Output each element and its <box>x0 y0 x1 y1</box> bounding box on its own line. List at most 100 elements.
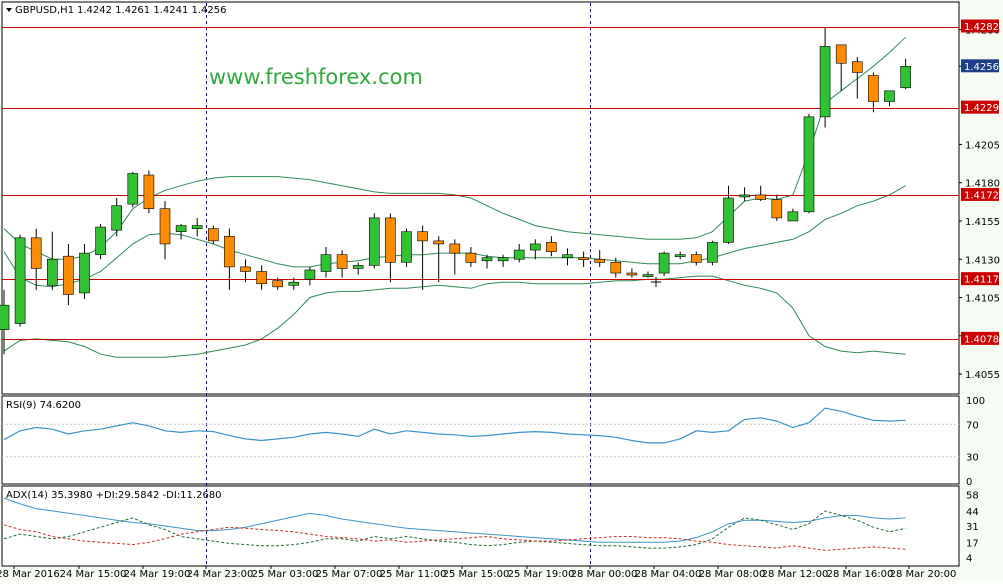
time-tick-label: 28 Mar 12:00 <box>762 569 829 580</box>
rsi-tick-label: 30 <box>966 453 979 464</box>
bullish-candle-body <box>723 197 734 243</box>
candle <box>111 198 122 237</box>
dropdown-triangle-icon[interactable] <box>6 8 12 12</box>
time-tick-label: 24 Mar 15:00 <box>60 569 127 580</box>
price-tick-label: 1.4105 <box>965 294 1000 305</box>
bearish-candle-body <box>433 240 445 245</box>
candle <box>449 239 461 275</box>
time-tick-label: 25 Mar 07:00 <box>316 569 383 580</box>
candle <box>868 72 879 113</box>
candle <box>127 171 139 208</box>
time-tick-label: 25 Mar 03:00 <box>252 569 319 580</box>
adx-tick-label: 31 <box>966 522 979 533</box>
bullish-candle-body <box>884 90 895 102</box>
candle <box>79 243 90 300</box>
candle <box>819 28 831 128</box>
bullish-candle-body <box>14 237 26 324</box>
bullish-candle-body <box>481 257 493 262</box>
candle <box>594 250 606 267</box>
bearish-candle-body <box>30 237 42 269</box>
bearish-candle-body <box>208 228 219 242</box>
candle <box>208 225 219 244</box>
candle <box>755 185 767 202</box>
bearish-candle-body <box>240 266 251 272</box>
candle <box>642 271 654 278</box>
candle <box>320 247 332 278</box>
bearish-candle-body <box>417 231 428 242</box>
time-tick-label: 28 Mar 2016 <box>0 569 60 580</box>
candle <box>546 236 557 257</box>
bullish-candle-body <box>803 116 815 213</box>
bullish-candle-body <box>658 252 670 274</box>
level-price-tag-label: 1.4172 <box>964 190 999 201</box>
price-axis: 1.40551.40801.41051.41301.41551.41801.42… <box>959 19 1000 564</box>
candle <box>288 277 300 290</box>
candle <box>707 240 718 266</box>
bullish-candle-body <box>79 252 90 294</box>
candle <box>401 228 412 267</box>
candle <box>497 254 509 267</box>
candle <box>787 208 799 222</box>
bearish-candle-body <box>143 174 155 210</box>
bullish-candle-body <box>95 226 106 255</box>
bullish-candle-body <box>642 274 654 277</box>
current-price-tag <box>961 59 999 73</box>
bullish-candle-body <box>127 173 139 205</box>
price-tick-label: 1.4055 <box>965 370 1000 381</box>
adx-tick-label: 17 <box>966 538 979 549</box>
bullish-candle-body <box>819 46 831 118</box>
rsi-tick-label: 70 <box>966 420 979 431</box>
bearish-candle-body <box>63 255 74 295</box>
candle <box>562 248 573 266</box>
ohlc-header: 1.4242 1.4261 1.4241 1.4256 <box>77 5 227 16</box>
level-price-tag <box>961 272 999 286</box>
watermark-text: www.freshforex.com <box>209 65 423 89</box>
bearish-candle-body <box>626 272 638 276</box>
bearish-candle-body <box>272 280 284 288</box>
bearish-candle-body <box>256 271 267 285</box>
candle <box>690 251 702 266</box>
price-tick-label: 1.4130 <box>965 255 1000 266</box>
candle <box>272 277 284 290</box>
candle <box>175 224 187 240</box>
bullish-candle-body <box>497 257 509 262</box>
time-tick-label: 28 Mar 16:00 <box>827 569 894 580</box>
time-tick-label: 25 Mar 15:00 <box>443 569 510 580</box>
level-price-tag-label: 1.4282 <box>964 22 999 33</box>
bearish-candle-body <box>835 44 847 64</box>
bullish-candle-body <box>288 281 300 286</box>
bearish-candle-body <box>771 199 783 219</box>
bearish-candle-body <box>610 262 622 274</box>
level-price-tag-label: 1.4078 <box>964 334 999 345</box>
adx-label: ADX(14) 35.3980 +DI:29.5842 -DI:11.2680 <box>6 490 222 501</box>
bullish-candle-body <box>368 217 380 266</box>
support-resistance-levels <box>2 27 959 340</box>
rsi-indicator <box>2 407 959 458</box>
bullish-candle-body <box>401 231 412 263</box>
candle <box>256 265 267 290</box>
candle <box>626 268 638 278</box>
candle <box>851 57 863 99</box>
current-price-tag-label: 1.4256 <box>964 62 999 73</box>
bullish-candle-body <box>175 225 187 232</box>
candles <box>0 28 911 355</box>
bearish-candle-body <box>449 243 461 254</box>
bullish-candle-body <box>674 254 686 257</box>
bullish-candle-body <box>787 211 799 222</box>
candle <box>0 289 10 355</box>
candle <box>352 262 364 275</box>
bullish-candle-body <box>900 66 911 89</box>
price-tick-label: 1.4180 <box>965 179 1000 190</box>
candle <box>723 185 734 244</box>
time-tick-label: 28 Mar 00:00 <box>571 569 638 580</box>
level-price-tag-label: 1.4117 <box>964 275 999 286</box>
level-price-tag <box>961 19 999 33</box>
session-separators <box>206 3 591 565</box>
adx-tick-label: 44 <box>966 507 979 518</box>
bullish-candle-body <box>304 269 316 280</box>
bullish-candle-body <box>0 304 10 330</box>
candle <box>224 228 235 290</box>
candle <box>835 44 847 91</box>
candle <box>578 251 589 267</box>
candle <box>159 201 171 260</box>
